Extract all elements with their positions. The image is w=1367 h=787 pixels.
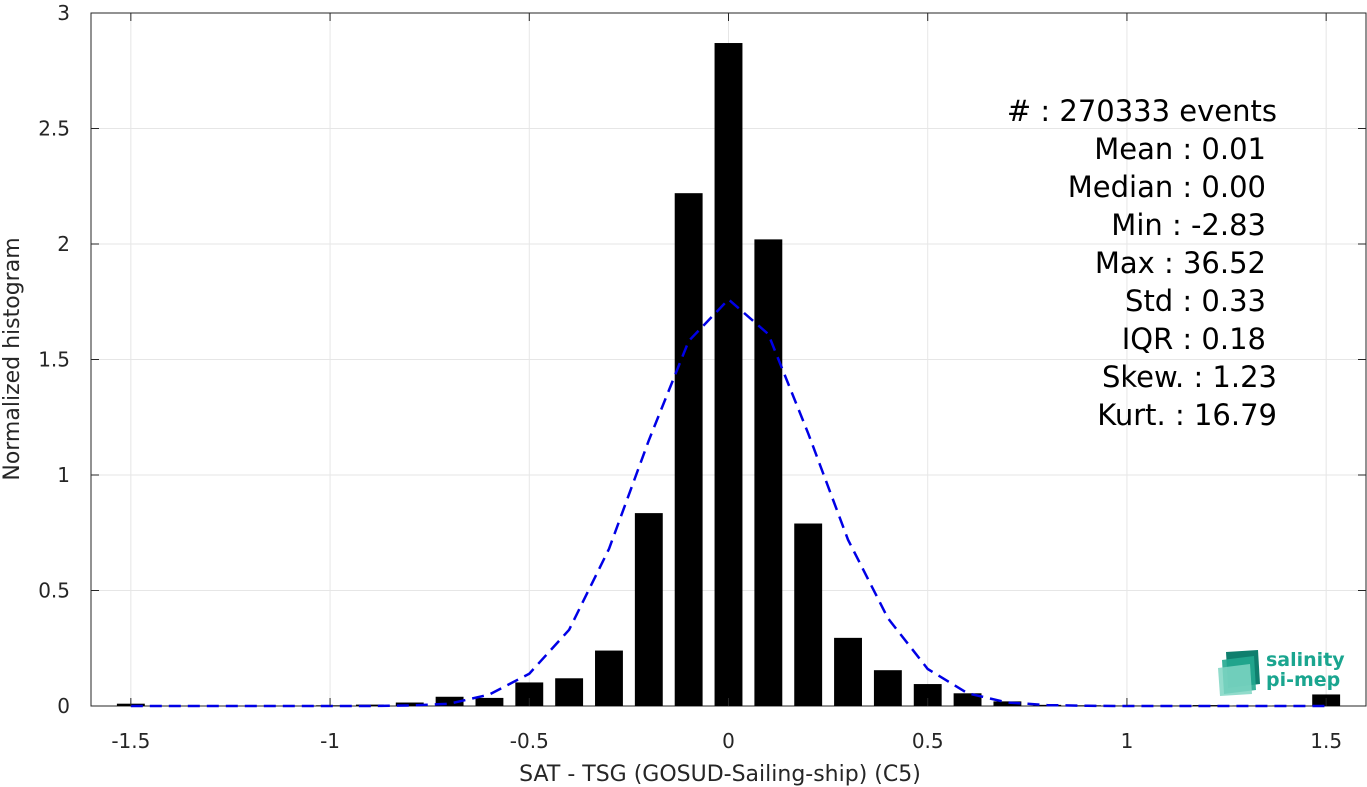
histogram-bar <box>953 693 982 706</box>
stats-std: Std : 0.33 <box>1125 284 1266 318</box>
x-tick-label: -1 <box>320 729 340 753</box>
y-tick-label: 1 <box>57 463 70 487</box>
histogram-bar <box>515 682 544 706</box>
histogram-bar <box>714 43 743 706</box>
y-axis-label: Normalized histogram <box>0 237 25 480</box>
stats-max: Max : 36.52 <box>1095 246 1266 280</box>
wave-icon <box>1218 650 1260 696</box>
x-tick-label: -1.5 <box>111 729 150 753</box>
salinity-pimep-logo: salinity pi-mep <box>1218 649 1345 696</box>
histogram-bar <box>834 637 862 706</box>
histogram-bar <box>475 697 504 706</box>
histogram-bar <box>754 239 783 706</box>
histogram-bar <box>993 701 1022 706</box>
histogram-bar <box>595 650 623 706</box>
histogram-bar <box>913 684 942 706</box>
stats-median: Median : 0.00 <box>1068 170 1266 204</box>
stats-mean: Mean : 0.01 <box>1094 132 1266 166</box>
y-tick-label: 3 <box>57 1 70 25</box>
x-tick-label: -0.5 <box>510 729 549 753</box>
stats-iqr: IQR : 0.18 <box>1122 322 1266 356</box>
x-axis-ticks: -1.5 -1 -0.5 0 0.5 1 1.5 <box>111 13 1342 753</box>
stats-min: Min : -2.83 <box>1111 208 1266 242</box>
histogram-bars <box>116 43 1341 706</box>
x-axis-label: SAT - TSG (GOSUD-Sailing-ship) (C5) <box>519 762 921 787</box>
y-tick-label: 0 <box>57 694 70 718</box>
histogram-bar <box>674 193 703 706</box>
logo-text-pimep: pi-mep <box>1266 669 1340 691</box>
histogram-bar <box>873 670 902 706</box>
x-tick-label: 1.5 <box>1310 729 1342 753</box>
stats-skew: Skew. : 1.23 <box>1102 360 1277 394</box>
y-tick-label: 1.5 <box>38 348 70 372</box>
x-tick-label: 0.5 <box>912 729 944 753</box>
y-axis-ticks: 0 0.5 1 1.5 2 2.5 3 <box>38 1 1366 718</box>
histogram-bar <box>395 702 424 706</box>
logo-text-salinity: salinity <box>1266 649 1345 671</box>
x-tick-label: 0 <box>722 729 735 753</box>
histogram-bar <box>555 678 584 706</box>
y-tick-label: 2 <box>57 232 70 256</box>
y-tick-label: 0.5 <box>38 579 70 603</box>
statistics-annotation: # : 270333 events Mean : 0.01 Median : 0… <box>1007 94 1277 432</box>
stats-events: # : 270333 events <box>1007 94 1277 128</box>
y-tick-label: 2.5 <box>38 117 70 141</box>
histogram-bar <box>435 696 464 706</box>
stats-kurt: Kurt. : 16.79 <box>1097 398 1277 432</box>
histogram-bar <box>634 513 663 706</box>
x-tick-label: 1 <box>1121 729 1134 753</box>
histogram-bar <box>794 523 823 706</box>
